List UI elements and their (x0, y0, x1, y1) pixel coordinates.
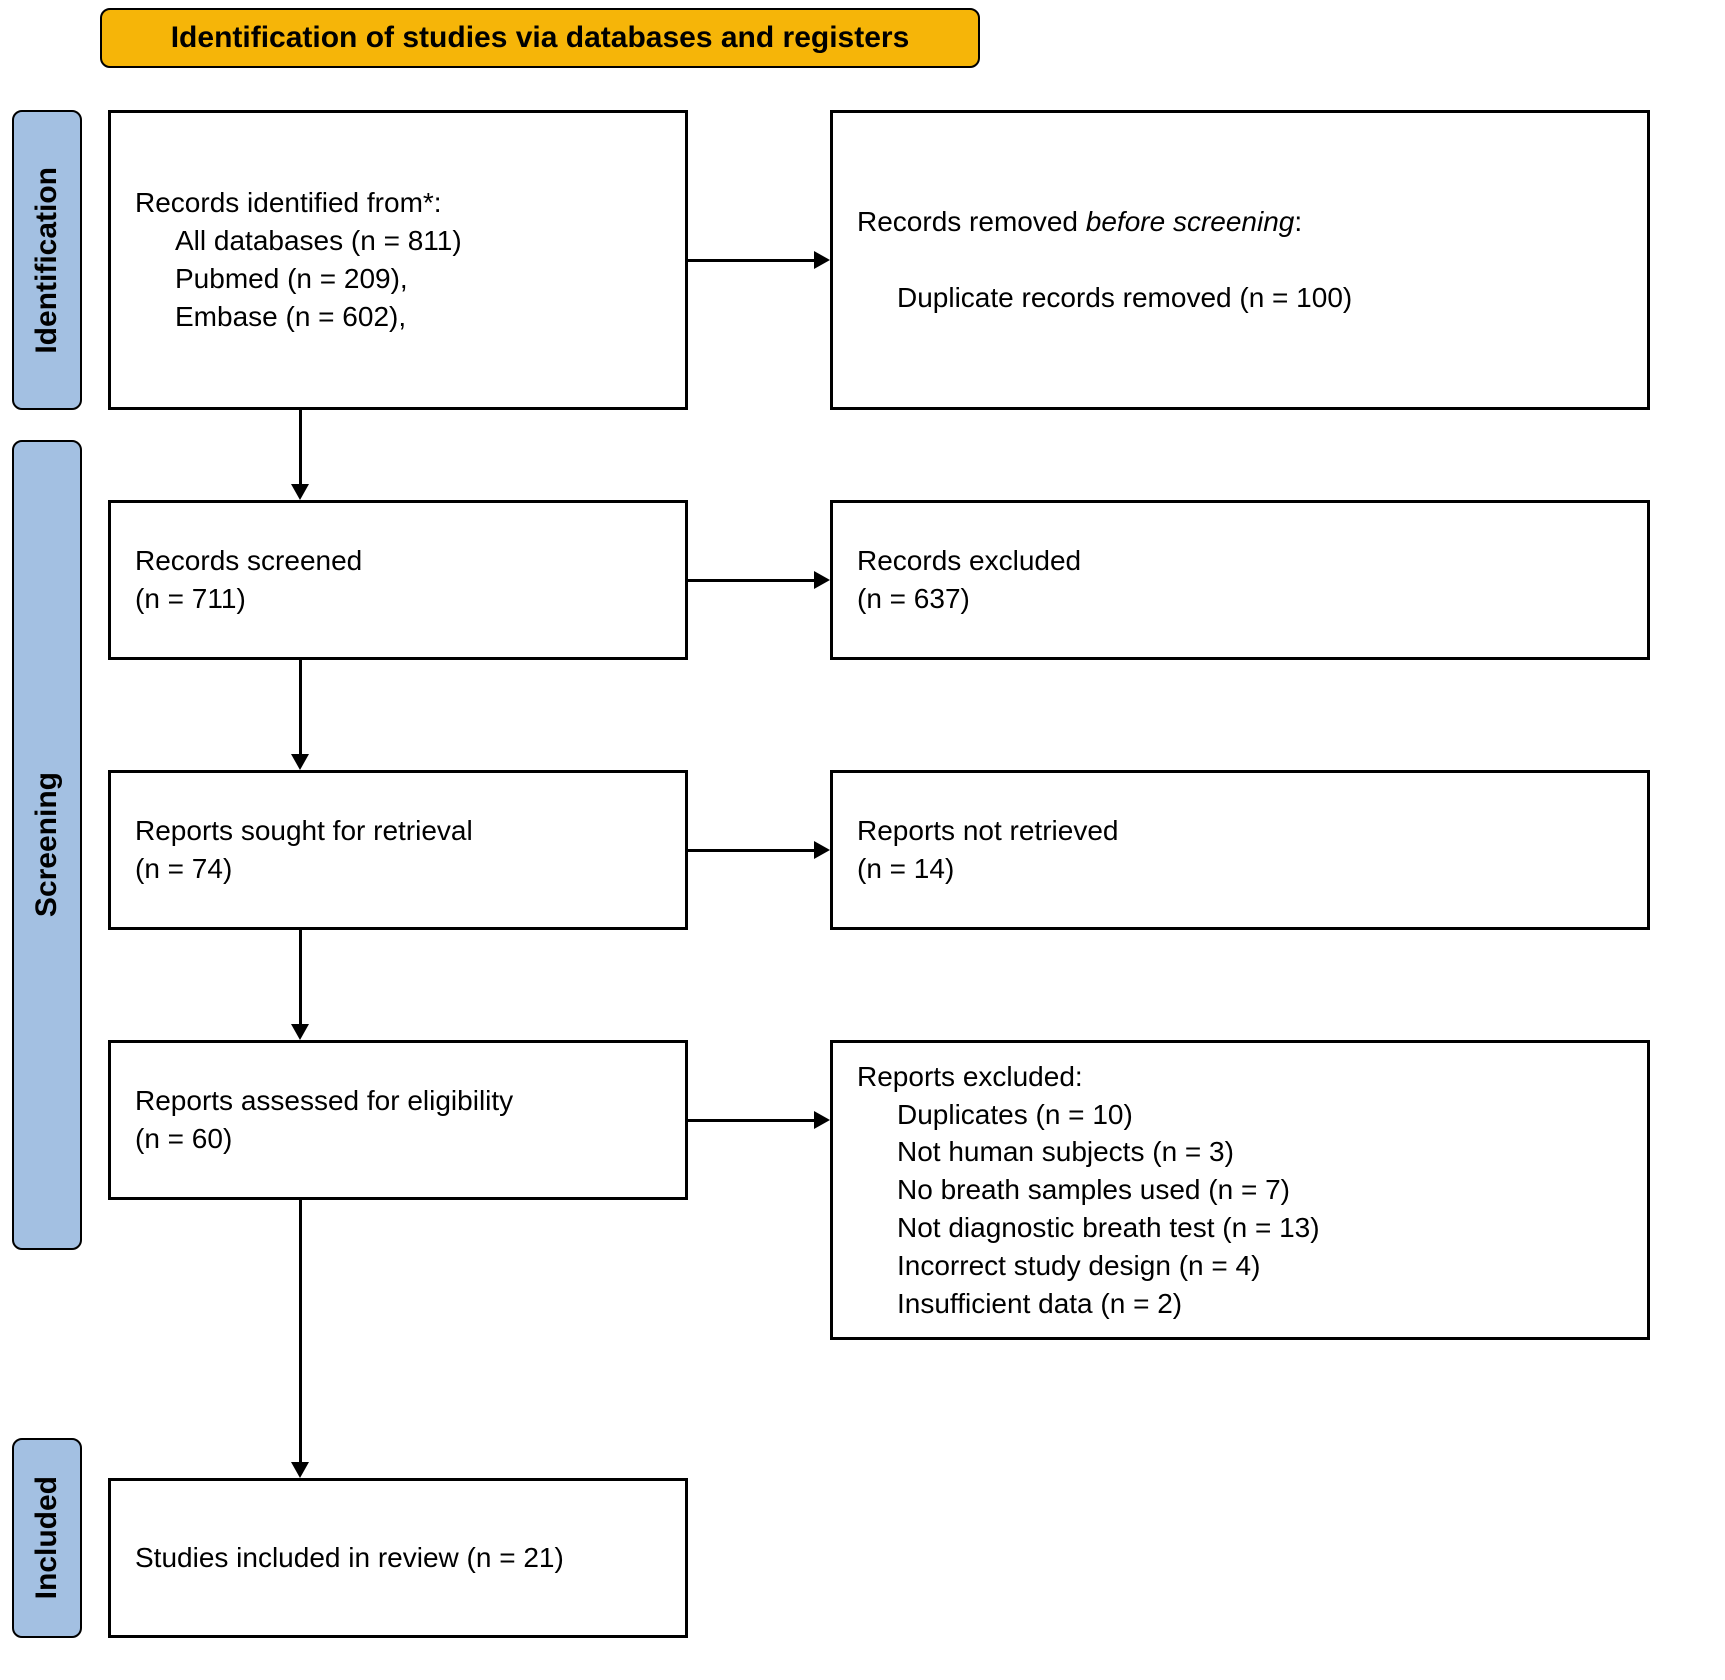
box-line: Not human subjects (n = 3) (857, 1133, 1623, 1171)
arrow (688, 1119, 814, 1122)
box-line: Reports assessed for eligibility (135, 1082, 661, 1120)
box-line: Records excluded (857, 542, 1623, 580)
box-sought: Reports sought for retrieval(n = 74) (108, 770, 688, 930)
phase-identification: Identification (12, 110, 82, 410)
box-line: Duplicate records removed (n = 100) (857, 279, 1623, 317)
box-line: No breath samples used (n = 7) (857, 1171, 1623, 1209)
box-line: Studies included in review (n = 21) (135, 1539, 661, 1577)
arrow-head (814, 251, 830, 269)
box-line: Duplicates (n = 10) (857, 1096, 1623, 1134)
arrow-head (291, 1462, 309, 1478)
arrow (299, 410, 302, 484)
box-line: Not diagnostic breath test (n = 13) (857, 1209, 1623, 1247)
arrow (299, 1200, 302, 1462)
arrow-head (814, 1111, 830, 1129)
phase-screening: Screening (12, 440, 82, 1250)
box-line: Incorrect study design (n = 4) (857, 1247, 1623, 1285)
header-bar: Identification of studies via databases … (100, 8, 980, 68)
box-removed: Records removed before screening: Duplic… (830, 110, 1650, 410)
box-line: Records screened (135, 542, 661, 580)
box-excluded1: Records excluded(n = 637) (830, 500, 1650, 660)
box-line: Reports excluded: (857, 1058, 1623, 1096)
box-line: (n = 637) (857, 580, 1623, 618)
box-excluded2: Reports excluded:Duplicates (n = 10)Not … (830, 1040, 1650, 1340)
box-line: Insufficient data (n = 2) (857, 1285, 1623, 1323)
box-line (857, 241, 1623, 279)
box-line: (n = 711) (135, 580, 661, 618)
box-line: Records identified from*: (135, 184, 661, 222)
arrow-head (814, 841, 830, 859)
box-notretrieved: Reports not retrieved(n = 14) (830, 770, 1650, 930)
arrow (688, 579, 814, 582)
box-screened: Records screened(n = 711) (108, 500, 688, 660)
arrow-head (291, 754, 309, 770)
arrow-head (291, 1024, 309, 1040)
box-identified: Records identified from*:All databases (… (108, 110, 688, 410)
arrow-head (291, 484, 309, 500)
arrow (299, 930, 302, 1024)
box-line: (n = 74) (135, 850, 661, 888)
box-line: (n = 60) (135, 1120, 661, 1158)
arrow (688, 849, 814, 852)
prisma-flowchart: Identification of studies via databases … (0, 0, 1725, 1680)
box-line: Reports not retrieved (857, 812, 1623, 850)
box-line: (n = 14) (857, 850, 1623, 888)
box-assessed: Reports assessed for eligibility(n = 60) (108, 1040, 688, 1200)
box-included: Studies included in review (n = 21) (108, 1478, 688, 1638)
box-line: All databases (n = 811) (135, 222, 661, 260)
box-line: Records removed before screening: (857, 203, 1623, 241)
box-line: Pubmed (n = 209), (135, 260, 661, 298)
phase-included: Included (12, 1438, 82, 1638)
arrow (688, 259, 814, 262)
arrow-head (814, 571, 830, 589)
arrow (299, 660, 302, 754)
box-line: Embase (n = 602), (135, 298, 661, 336)
box-line: Reports sought for retrieval (135, 812, 661, 850)
